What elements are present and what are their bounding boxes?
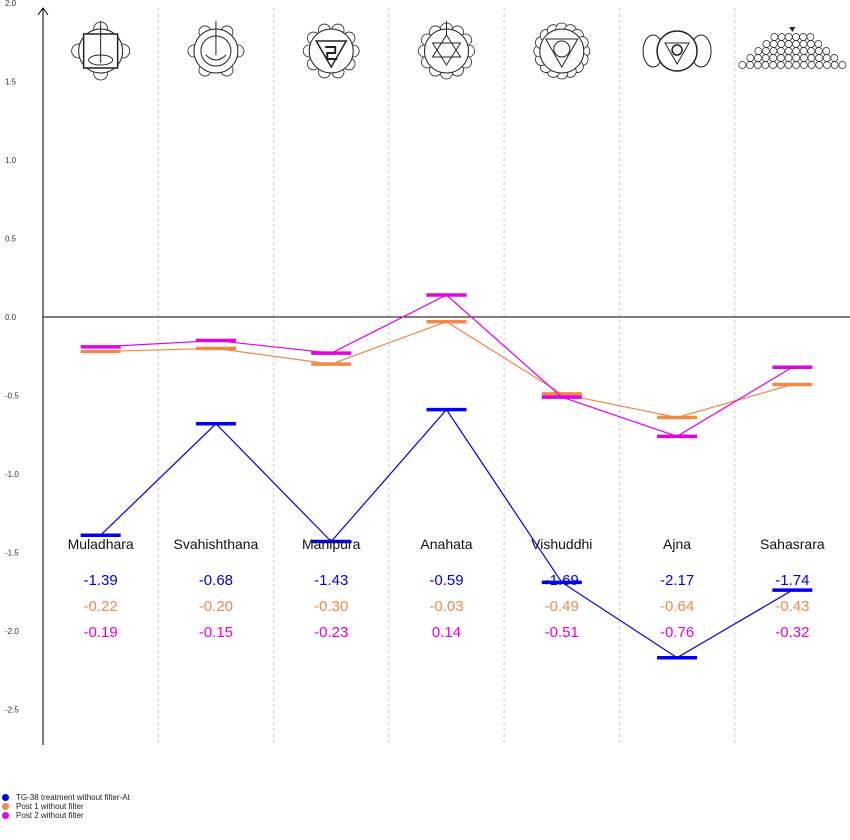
data-label: 0.14 xyxy=(432,624,461,641)
y-tick-label: 0.0 xyxy=(5,313,17,322)
legend: TG-38 treatment without filter-At Post 1… xyxy=(2,793,130,820)
category-label: Muladhara xyxy=(68,536,134,552)
sahasrara-chakra-icon xyxy=(738,27,847,69)
data-label: -0.64 xyxy=(660,598,694,615)
legend-dot-post1 xyxy=(2,803,9,810)
chakra-icons xyxy=(71,21,847,81)
y-tick-label: 2.0 xyxy=(5,0,17,8)
svadhisthana-chakra-icon xyxy=(187,21,245,77)
category-label: Svahishthana xyxy=(174,536,259,552)
data-label: -0.59 xyxy=(429,572,463,589)
data-label: -2.17 xyxy=(660,572,694,589)
series-lines xyxy=(80,293,813,660)
data-label: -0.49 xyxy=(545,598,579,615)
series-line-0 xyxy=(100,408,793,659)
legend-label-post1: Post 1 without filter xyxy=(16,802,84,811)
category-labels: Muladhara Svahishthana Manipura Anahata Vish… xyxy=(68,536,825,552)
data-label: -0.20 xyxy=(199,598,233,615)
y-tick-label: 1.0 xyxy=(5,156,17,165)
data-label: -1.39 xyxy=(84,572,118,589)
y-tick-label: 0.5 xyxy=(5,235,17,244)
y-tick-labels: 2.52.01.51.00.50.0-0.5-1.0-1.5-2.0-2.5 xyxy=(5,0,19,715)
muladhara-chakra-icon xyxy=(71,21,131,81)
y-tick-label: -0.5 xyxy=(5,392,19,401)
y-tick-label: -1.0 xyxy=(5,470,19,479)
category-label: Sahasrara xyxy=(760,536,825,552)
series-line-2 xyxy=(100,294,793,437)
legend-label-post2: Post 2 without filter xyxy=(16,811,84,820)
manipura-chakra-icon xyxy=(302,23,360,79)
grid-lines xyxy=(157,8,736,745)
y-axis-arrow xyxy=(37,7,49,16)
data-label: -0.23 xyxy=(314,624,348,641)
chakra-chart: 2.52.01.51.00.50.0-0.5-1.0-1.5-2.0-2.5 M… xyxy=(5,0,850,745)
legend-dot-post2 xyxy=(2,812,9,819)
data-label: -0.22 xyxy=(84,598,118,615)
data-label: -0.15 xyxy=(199,624,233,641)
data-label: -1.43 xyxy=(314,572,348,589)
y-tick-label: -2.0 xyxy=(5,627,19,636)
vishuddha-chakra-icon xyxy=(533,22,591,80)
data-label: -0.30 xyxy=(314,598,348,615)
value-labels: -1.39 -0.68 -1.43 -0.59 -1.69 -2.17 -1.74 -0.22… xyxy=(84,572,810,641)
y-tick-label: 1.5 xyxy=(5,78,17,87)
data-label: -0.51 xyxy=(545,624,579,641)
data-label: -0.43 xyxy=(775,598,809,615)
data-label: -0.03 xyxy=(429,598,463,615)
data-label: -0.32 xyxy=(775,624,809,641)
y-tick-label: -1.5 xyxy=(5,549,19,558)
legend-dot-tg38 xyxy=(2,794,9,801)
series-line-1 xyxy=(100,321,793,419)
legend-label-tg38: TG-38 treatment without filter-At xyxy=(16,793,130,802)
ajna-chakra-icon xyxy=(642,30,712,72)
category-label: Vishuddhi xyxy=(531,536,592,552)
category-label: Manipura xyxy=(302,536,361,552)
legend-item-post1: Post 1 without filter xyxy=(2,802,130,811)
data-label: -0.76 xyxy=(660,624,694,641)
data-label: -1.74 xyxy=(775,572,809,589)
data-label: -1.69 xyxy=(545,572,579,589)
anahata-chakra-icon xyxy=(418,21,475,80)
category-label: Anahata xyxy=(420,536,472,552)
y-tick-label: -2.5 xyxy=(5,706,19,715)
legend-item-post2: Post 2 without filter xyxy=(2,811,130,820)
data-label: -0.68 xyxy=(199,572,233,589)
axes xyxy=(37,7,850,745)
data-label: -0.19 xyxy=(84,624,118,641)
category-label: Ajna xyxy=(663,536,691,552)
legend-item-tg38: TG-38 treatment without filter-At xyxy=(2,793,130,802)
